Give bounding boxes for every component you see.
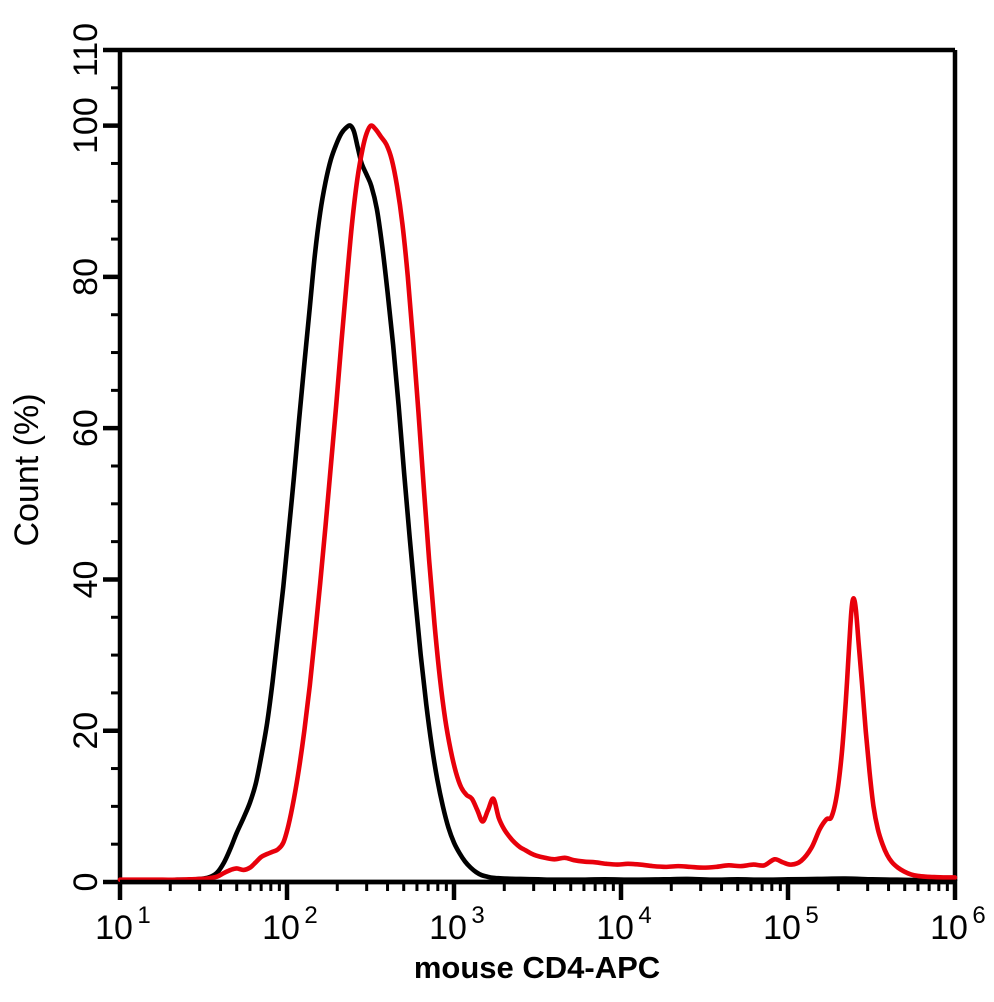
svg-text:10: 10 bbox=[429, 909, 467, 947]
x-axis-title: mouse CD4-APC bbox=[414, 950, 660, 985]
svg-text:10: 10 bbox=[95, 909, 133, 947]
series-line-unstained-control bbox=[117, 123, 958, 883]
svg-text:1: 1 bbox=[137, 902, 150, 929]
x-tick-label: 10 1 bbox=[95, 902, 151, 947]
x-tick-label: 10 5 bbox=[763, 902, 819, 947]
x-tick-label: 10 6 bbox=[930, 902, 986, 947]
x-tick-label: 10 3 bbox=[429, 902, 485, 947]
svg-text:4: 4 bbox=[638, 902, 651, 929]
y-tick-label: 110 bbox=[67, 23, 105, 77]
svg-text:10: 10 bbox=[262, 909, 300, 947]
y-tick-label: 0 bbox=[67, 873, 105, 892]
y-axis-ticks bbox=[103, 47, 120, 885]
y-axis-tick-labels: 0 20 40 60 80 100 110 bbox=[67, 23, 105, 892]
x-tick-label: 10 4 bbox=[596, 902, 652, 947]
svg-text:10: 10 bbox=[596, 909, 634, 947]
y-tick-label: 60 bbox=[67, 409, 105, 447]
y-tick-label: 40 bbox=[67, 561, 105, 599]
svg-text:10: 10 bbox=[763, 909, 801, 947]
x-axis-tick-labels: 10 1 10 2 10 3 10 4 10 5 10 6 bbox=[95, 902, 986, 947]
svg-text:2: 2 bbox=[304, 902, 317, 929]
series-line-cd4-stained bbox=[117, 123, 958, 883]
y-axis-title: Count (%) bbox=[8, 393, 46, 546]
y-tick-label: 100 bbox=[67, 97, 105, 154]
svg-text:3: 3 bbox=[471, 902, 484, 929]
x-tick-label: 10 2 bbox=[262, 902, 318, 947]
data-series-group bbox=[117, 123, 958, 885]
y-tick-label: 80 bbox=[67, 258, 105, 296]
y-tick-label: 20 bbox=[67, 712, 105, 750]
svg-text:6: 6 bbox=[972, 902, 985, 929]
svg-text:10: 10 bbox=[930, 909, 968, 947]
svg-text:5: 5 bbox=[805, 902, 818, 929]
